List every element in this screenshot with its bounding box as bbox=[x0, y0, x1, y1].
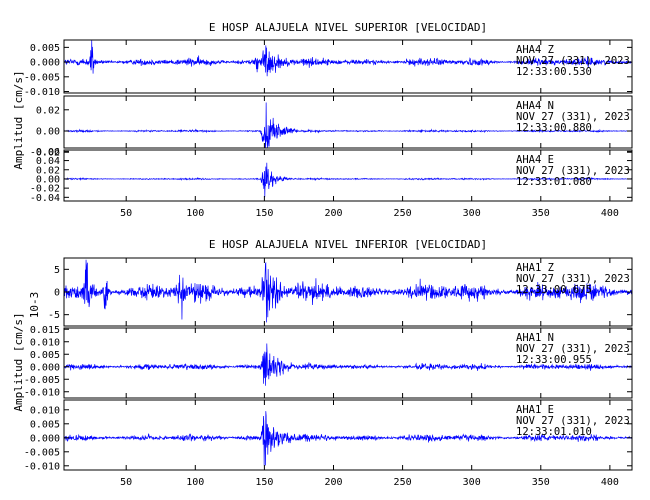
trace-annotation-line: NOV 27 (331), 2023 bbox=[516, 165, 630, 177]
y-tick-label: -0.005 bbox=[24, 375, 60, 386]
x-tick-label: 400 bbox=[601, 477, 619, 488]
x-tick-label: 200 bbox=[324, 477, 342, 488]
trace-annotation-line: 12:33:00.880 bbox=[516, 122, 592, 134]
waveform-line bbox=[63, 162, 633, 198]
trace-annotation-line: 12:33:00.675 bbox=[516, 284, 592, 296]
waveform-line bbox=[63, 40, 633, 77]
trace-frame bbox=[63, 95, 633, 149]
y-tick-label: 0.000 bbox=[30, 362, 60, 373]
x-tick-label: 350 bbox=[532, 477, 550, 488]
waveform-line bbox=[63, 102, 633, 148]
trace-annotation-line: AHA1 Z bbox=[516, 262, 554, 274]
chart-2: E HOSP ALAJUELA NIVEL INFERIOR [VELOCIDA… bbox=[12, 238, 633, 488]
y-tick-label: -0.005 bbox=[24, 447, 60, 458]
y-tick-label: 0.02 bbox=[36, 165, 60, 176]
y-tick-label: 0.010 bbox=[30, 337, 60, 348]
x-tick-label: 350 bbox=[532, 208, 550, 219]
x-tick-label: 250 bbox=[394, 208, 412, 219]
x-tick-label: 200 bbox=[324, 208, 342, 219]
y-tick-label: -0.02 bbox=[30, 148, 60, 159]
x-tick-label: 100 bbox=[186, 208, 204, 219]
y-tick-label: -0.010 bbox=[24, 87, 60, 98]
waveform-line bbox=[63, 259, 633, 323]
chart-title: E HOSP ALAJUELA NIVEL INFERIOR [VELOCIDA… bbox=[209, 238, 487, 251]
y-tick-label: -0.010 bbox=[24, 461, 60, 472]
y-tick-label: 0.06 bbox=[36, 147, 60, 158]
trace-annotation-line: AHA4 Z bbox=[516, 44, 554, 56]
y-tick-label: -0.02 bbox=[30, 184, 60, 195]
x-tick-label: 100 bbox=[186, 477, 204, 488]
y-tick-label: 0.000 bbox=[30, 433, 60, 444]
trace-annotation-line: 12:33:00.955 bbox=[516, 354, 592, 366]
y-tick-label: -0.010 bbox=[24, 387, 60, 398]
x-tick-label: 150 bbox=[255, 477, 273, 488]
charts-container: E HOSP ALAJUELA NIVEL SUPERIOR [VELOCIDA… bbox=[12, 21, 633, 488]
y-tick-label: 0.005 bbox=[30, 350, 60, 361]
trace-frame bbox=[63, 399, 633, 471]
x-tick-label: 400 bbox=[601, 208, 619, 219]
trace-annotation-line: AHA4 N bbox=[516, 100, 554, 112]
trace-annotation-line: NOV 27 (331), 2023 bbox=[516, 343, 630, 355]
chart-title: E HOSP ALAJUELA NIVEL SUPERIOR [VELOCIDA… bbox=[209, 21, 487, 34]
y-tick-label: 0.02 bbox=[36, 105, 60, 116]
waveform-line bbox=[63, 343, 633, 386]
trace-annotation-line: 12:33:00.530 bbox=[516, 66, 592, 78]
y-tick-label: 0 bbox=[54, 288, 60, 299]
y-tick-label: 5 bbox=[54, 265, 60, 276]
y-tick-label: 0.000 bbox=[30, 58, 60, 69]
x-tick-label: 50 bbox=[120, 477, 132, 488]
y-axis-label: Amplitud [cm/s] bbox=[12, 70, 25, 169]
y-tick-label: 0.005 bbox=[30, 43, 60, 54]
y-tick-label: 0.005 bbox=[30, 419, 60, 430]
trace-annotation-line: NOV 27 (331), 2023 bbox=[516, 415, 630, 427]
y-tick-label: -0.005 bbox=[24, 72, 60, 83]
y-tick-label: -5 bbox=[48, 310, 60, 321]
trace-annotation-line: AHA1 N bbox=[516, 332, 554, 344]
x-tick-label: 150 bbox=[255, 208, 273, 219]
trace-annotation-line: 12:33:01.010 bbox=[516, 426, 592, 438]
trace-annotation-line: AHA1 E bbox=[516, 404, 554, 416]
y-tick-label: 0.010 bbox=[30, 405, 60, 416]
y-axis-label: Amplitud [cm/s] bbox=[12, 312, 25, 411]
y-tick-label: 0.04 bbox=[36, 156, 60, 167]
trace-annotation-line: 12:33:01.080 bbox=[516, 176, 592, 188]
y-tick-label: 0.015 bbox=[30, 325, 60, 336]
trace-annotation-line: NOV 27 (331), 2023 bbox=[516, 273, 630, 285]
waveform-line bbox=[63, 411, 633, 466]
y-tick-label: -0.04 bbox=[30, 193, 60, 204]
trace-frame bbox=[63, 39, 633, 94]
trace-annotation-line: NOV 27 (331), 2023 bbox=[516, 111, 630, 123]
trace-frame bbox=[63, 327, 633, 399]
trace-annotation-line: AHA4 E bbox=[516, 154, 554, 166]
x-tick-label: 300 bbox=[463, 477, 481, 488]
scale-label: 10-3 bbox=[28, 292, 41, 319]
trace-frame bbox=[63, 149, 633, 202]
trace-annotation-line: NOV 27 (331), 2023 bbox=[516, 55, 630, 67]
y-tick-label: 0.00 bbox=[36, 127, 60, 138]
x-tick-label: 50 bbox=[120, 208, 132, 219]
chart-1: E HOSP ALAJUELA NIVEL SUPERIOR [VELOCIDA… bbox=[12, 21, 633, 219]
x-tick-label: 300 bbox=[463, 208, 481, 219]
y-tick-label: 0.00 bbox=[36, 174, 60, 185]
x-tick-label: 250 bbox=[394, 477, 412, 488]
